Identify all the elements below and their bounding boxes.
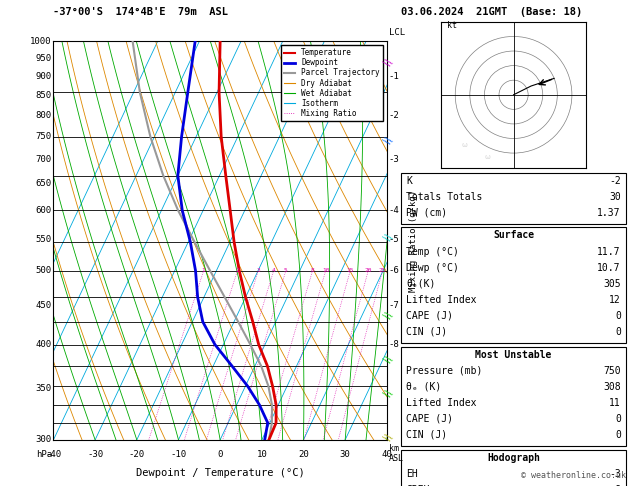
Text: 800: 800 xyxy=(36,111,52,120)
Text: \\: \\ xyxy=(383,57,394,69)
Text: 10.7: 10.7 xyxy=(598,262,621,273)
Text: -6: -6 xyxy=(389,266,399,275)
Text: 1.37: 1.37 xyxy=(598,208,621,218)
Text: 03.06.2024  21GMT  (Base: 18): 03.06.2024 21GMT (Base: 18) xyxy=(401,7,582,17)
Text: 305: 305 xyxy=(603,278,621,289)
Text: 500: 500 xyxy=(36,266,52,275)
Text: 30: 30 xyxy=(340,450,350,459)
Text: Most Unstable: Most Unstable xyxy=(476,349,552,360)
Text: Mixing Ratio (g/kg): Mixing Ratio (g/kg) xyxy=(409,190,418,292)
Text: 0: 0 xyxy=(615,327,621,337)
Text: 450: 450 xyxy=(36,301,52,310)
Text: hPa: hPa xyxy=(36,450,52,459)
Text: 5: 5 xyxy=(284,268,287,273)
Text: -10: -10 xyxy=(170,450,187,459)
Text: 650: 650 xyxy=(36,179,52,189)
Text: -20: -20 xyxy=(129,450,145,459)
Text: Pressure (mb): Pressure (mb) xyxy=(406,365,482,376)
Text: © weatheronline.co.uk: © weatheronline.co.uk xyxy=(521,471,626,480)
Text: -3: -3 xyxy=(609,469,621,479)
Legend: Temperature, Dewpoint, Parcel Trajectory, Dry Adiabat, Wet Adiabat, Isotherm, Mi: Temperature, Dewpoint, Parcel Trajectory… xyxy=(281,45,383,121)
Text: CIN (J): CIN (J) xyxy=(406,430,447,440)
Text: -40: -40 xyxy=(45,450,62,459)
Text: 30: 30 xyxy=(609,191,621,202)
Text: PW (cm): PW (cm) xyxy=(406,208,447,218)
Text: 15: 15 xyxy=(347,268,354,273)
Text: Temp (°C): Temp (°C) xyxy=(406,246,459,257)
Text: Dewpoint / Temperature (°C): Dewpoint / Temperature (°C) xyxy=(136,468,304,478)
Text: -2: -2 xyxy=(389,111,399,120)
Text: \\: \\ xyxy=(383,432,394,443)
Text: km
ASL: km ASL xyxy=(389,444,403,463)
Text: Lifted Index: Lifted Index xyxy=(406,398,477,408)
Text: 8: 8 xyxy=(311,268,314,273)
Text: -7: -7 xyxy=(389,301,399,310)
Text: -6: -6 xyxy=(609,485,621,486)
Text: 0: 0 xyxy=(218,450,223,459)
Text: 12: 12 xyxy=(609,295,621,305)
Text: Lifted Index: Lifted Index xyxy=(406,295,477,305)
Text: 900: 900 xyxy=(36,71,52,81)
Text: 750: 750 xyxy=(36,132,52,141)
Text: \\: \\ xyxy=(383,310,394,322)
Text: SREH: SREH xyxy=(406,485,430,486)
Text: 550: 550 xyxy=(36,235,52,243)
Text: K: K xyxy=(406,175,412,186)
Text: -3: -3 xyxy=(389,155,399,164)
Text: -5: -5 xyxy=(389,235,399,243)
Text: θₑ(K): θₑ(K) xyxy=(406,278,436,289)
Text: -8: -8 xyxy=(389,340,399,349)
Text: Totals Totals: Totals Totals xyxy=(406,191,482,202)
Text: 4: 4 xyxy=(272,268,276,273)
Text: 950: 950 xyxy=(36,54,52,63)
Text: 0: 0 xyxy=(615,414,621,424)
Text: 11.7: 11.7 xyxy=(598,246,621,257)
Text: Hodograph: Hodograph xyxy=(487,452,540,463)
Text: 2: 2 xyxy=(235,268,239,273)
Text: -2: -2 xyxy=(609,175,621,186)
Text: EH: EH xyxy=(406,469,418,479)
Text: LCL: LCL xyxy=(389,28,404,37)
Text: 25: 25 xyxy=(379,268,386,273)
Text: 400: 400 xyxy=(36,340,52,349)
Text: 350: 350 xyxy=(36,384,52,393)
Text: 10: 10 xyxy=(322,268,330,273)
Text: \\: \\ xyxy=(383,354,394,365)
Text: -37°00'S  174°4B'E  79m  ASL: -37°00'S 174°4B'E 79m ASL xyxy=(53,7,228,17)
Text: 10: 10 xyxy=(257,450,267,459)
Text: 1: 1 xyxy=(202,268,206,273)
Text: \\: \\ xyxy=(383,232,394,244)
Text: kt: kt xyxy=(447,21,457,30)
Text: 3: 3 xyxy=(257,268,260,273)
Text: CAPE (J): CAPE (J) xyxy=(406,414,454,424)
Text: 0: 0 xyxy=(615,430,621,440)
Text: Dewp (°C): Dewp (°C) xyxy=(406,262,459,273)
Text: -1: -1 xyxy=(389,71,399,81)
Text: θₑ (K): θₑ (K) xyxy=(406,382,442,392)
Text: -30: -30 xyxy=(87,450,103,459)
Text: -4: -4 xyxy=(389,206,399,215)
Text: \\: \\ xyxy=(383,135,394,147)
Text: ω: ω xyxy=(461,142,467,148)
Text: \\: \\ xyxy=(383,388,394,399)
Text: 300: 300 xyxy=(36,435,52,444)
Text: 0: 0 xyxy=(615,311,621,321)
Text: 750: 750 xyxy=(603,365,621,376)
Text: 20: 20 xyxy=(298,450,309,459)
Text: 20: 20 xyxy=(364,268,372,273)
Text: 600: 600 xyxy=(36,206,52,215)
Text: CAPE (J): CAPE (J) xyxy=(406,311,454,321)
Text: 850: 850 xyxy=(36,90,52,100)
Text: 40: 40 xyxy=(381,450,392,459)
Text: 308: 308 xyxy=(603,382,621,392)
Text: 700: 700 xyxy=(36,155,52,164)
Text: CIN (J): CIN (J) xyxy=(406,327,447,337)
Text: Surface: Surface xyxy=(493,230,534,241)
Text: 1000: 1000 xyxy=(30,37,52,46)
Text: 11: 11 xyxy=(609,398,621,408)
Text: ω: ω xyxy=(484,154,490,160)
